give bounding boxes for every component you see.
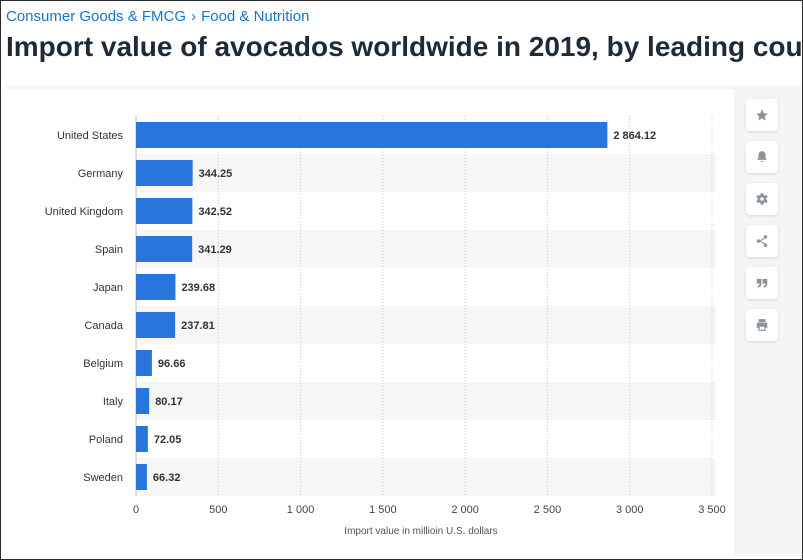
category-label: Poland bbox=[89, 434, 123, 446]
data-label: 96.66 bbox=[158, 358, 186, 370]
breadcrumb: Consumer Goods & FMCG › Food & Nutrition bbox=[6, 8, 309, 25]
bar bbox=[136, 350, 152, 376]
x-tick-label: 2 000 bbox=[451, 504, 479, 516]
category-label: Japan bbox=[93, 282, 123, 294]
row-band bbox=[136, 154, 716, 192]
breadcrumb-separator: › bbox=[191, 8, 197, 25]
bar bbox=[136, 274, 176, 300]
favorite-button[interactable] bbox=[746, 99, 778, 131]
data-label: 342.52 bbox=[198, 206, 232, 218]
data-label: 80.17 bbox=[155, 396, 183, 408]
chart-toolbar bbox=[746, 99, 778, 341]
category-label: Belgium bbox=[83, 358, 123, 370]
data-label: 66.32 bbox=[153, 472, 181, 484]
x-tick-label: 1 500 bbox=[369, 504, 397, 516]
chart-card: United States 2 864.12 Germany 344.25 United… bbox=[5, 89, 734, 557]
category-label: Sweden bbox=[83, 472, 123, 484]
gear-icon bbox=[756, 193, 768, 205]
x-tick-label: 1 000 bbox=[287, 504, 315, 516]
category-label: Canada bbox=[84, 320, 123, 332]
category-label: Germany bbox=[78, 168, 124, 180]
category-label: Italy bbox=[103, 396, 124, 408]
category-label: Spain bbox=[95, 244, 123, 256]
x-tick-label: 500 bbox=[209, 504, 227, 516]
data-label: 344.25 bbox=[199, 168, 233, 180]
data-label: 237.81 bbox=[181, 320, 215, 332]
bar-chart: United States 2 864.12 Germany 344.25 United… bbox=[45, 116, 726, 537]
print-icon bbox=[756, 319, 768, 331]
bell-icon bbox=[757, 151, 767, 163]
bar bbox=[136, 312, 176, 338]
share-icon bbox=[756, 235, 768, 247]
share-button[interactable] bbox=[746, 225, 778, 257]
page-title: Import value of avocados worldwide in 20… bbox=[6, 31, 803, 62]
data-label: 72.05 bbox=[154, 434, 182, 446]
row-band bbox=[136, 458, 716, 496]
star-icon bbox=[756, 109, 768, 121]
x-tick-label: 2 500 bbox=[534, 504, 562, 516]
x-tick-label: 3 500 bbox=[698, 504, 726, 516]
x-axis-title: Import value in millioin U.S. dollars bbox=[344, 526, 497, 537]
quote-icon bbox=[756, 278, 768, 288]
bar bbox=[136, 122, 608, 148]
data-label: 2 864.12 bbox=[613, 130, 656, 142]
category-label: United States bbox=[57, 130, 124, 142]
row-band bbox=[136, 230, 716, 268]
category-label: United Kingdom bbox=[45, 206, 123, 218]
row-band bbox=[136, 382, 716, 420]
bar bbox=[136, 388, 150, 414]
data-label: 239.68 bbox=[181, 282, 215, 294]
print-button[interactable] bbox=[746, 309, 778, 341]
row-band bbox=[136, 306, 716, 344]
alert-button[interactable] bbox=[746, 141, 778, 173]
bar bbox=[136, 426, 148, 452]
bar bbox=[136, 236, 193, 262]
bar bbox=[136, 464, 147, 490]
data-label: 341.29 bbox=[198, 244, 232, 256]
breadcrumb-link-food-nutrition[interactable]: Food & Nutrition bbox=[201, 8, 310, 25]
cite-button[interactable] bbox=[746, 267, 778, 299]
breadcrumb-link-consumer-goods[interactable]: Consumer Goods & FMCG bbox=[6, 8, 187, 25]
x-tick-label: 3 000 bbox=[616, 504, 644, 516]
bar bbox=[136, 198, 193, 224]
x-tick-label: 0 bbox=[133, 504, 139, 516]
settings-button[interactable] bbox=[746, 183, 778, 215]
bar bbox=[136, 160, 193, 186]
